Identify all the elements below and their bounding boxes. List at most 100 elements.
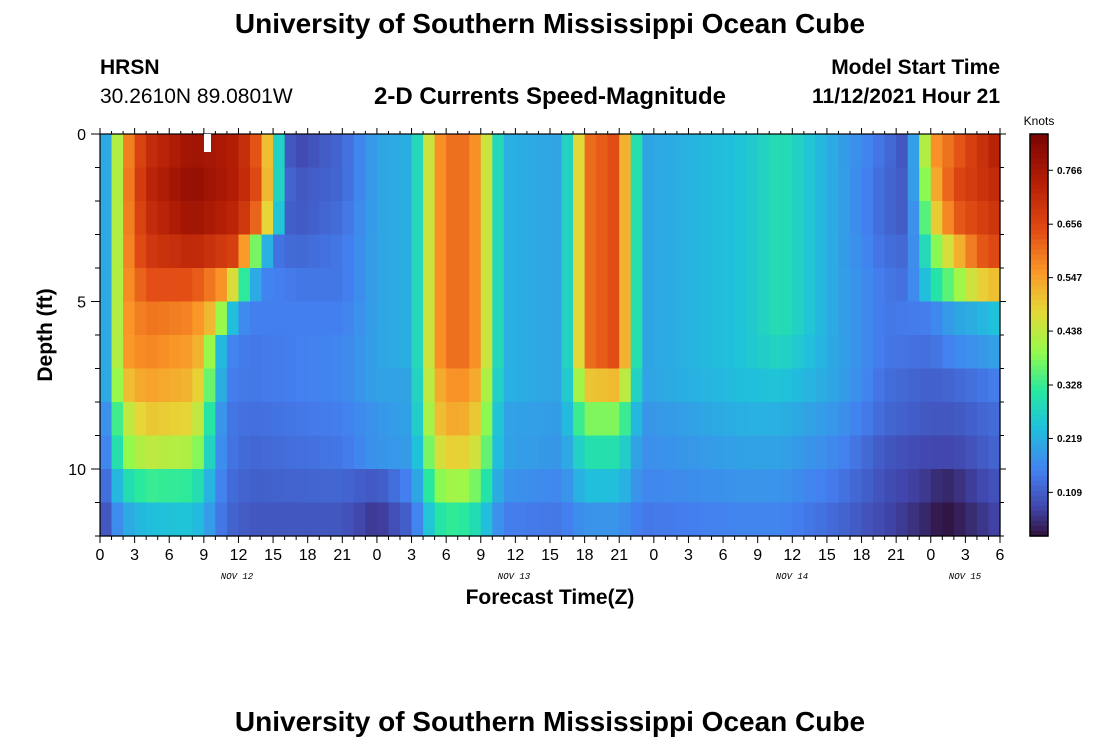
x-tick-label: 3 (961, 547, 970, 564)
heatmap-cell (400, 268, 413, 303)
heatmap-cell (930, 502, 943, 537)
heatmap-cell (146, 268, 159, 303)
heatmap-cell (573, 268, 586, 303)
heatmap-cell (930, 368, 943, 403)
heatmap-cell (930, 134, 943, 169)
heatmap-cell (815, 134, 828, 169)
x-tick-label: 3 (684, 547, 693, 564)
heatmap-cell (907, 301, 920, 336)
heatmap-cell (676, 201, 690, 236)
heatmap-cell (734, 201, 747, 236)
x-tick-label: 6 (719, 547, 728, 564)
heatmap-cell (192, 301, 205, 336)
heatmap-cell (919, 268, 932, 303)
heatmap-cell (884, 469, 897, 504)
heatmap-cell (526, 469, 540, 504)
heatmap-cell (480, 335, 493, 370)
heatmap-cell (492, 502, 505, 537)
heatmap-cell (111, 167, 124, 202)
heatmap-cell (400, 469, 413, 504)
chart-axes: 0 5 10 Depth (ft) 0 3 6 9 12 15 18 21 0 3 6 9 12 15 18 21 0 3… (34, 127, 1006, 609)
heatmap-cell (123, 335, 136, 370)
heatmap-cell (700, 201, 713, 236)
heatmap-cell (296, 335, 309, 370)
heatmap-cell (919, 335, 932, 370)
heatmap-cell (596, 368, 609, 403)
heatmap-cell (688, 368, 701, 403)
x-tick-label: 18 (576, 547, 594, 564)
heatmap-cell (700, 402, 713, 437)
heatmap-cell (953, 134, 966, 169)
heatmap-cell (134, 167, 147, 202)
heatmap-cell (492, 268, 505, 303)
model-start-label: Model Start Time (831, 56, 1000, 79)
x-tick-label: 21 (887, 547, 905, 564)
heatmap-cell (596, 201, 609, 236)
heatmap-cell (157, 201, 170, 236)
heatmap-cell (988, 134, 1001, 169)
heatmap-cell (192, 234, 205, 269)
heatmap-cell (400, 435, 413, 470)
heatmap-cell (792, 335, 805, 370)
heatmap-cell (319, 435, 332, 470)
heatmap-cell (884, 134, 897, 169)
heatmap-cell (746, 201, 759, 236)
heatmap-cell (503, 502, 516, 537)
heatmap-cell (446, 435, 459, 470)
heatmap-cell (169, 469, 182, 504)
colorbar-segment (1030, 375, 1048, 381)
heatmap-cell (492, 201, 505, 236)
heatmap-cell (976, 335, 990, 370)
colorbar-segment (1030, 430, 1048, 437)
colorbar-segment (1030, 380, 1048, 386)
heatmap-cell (273, 201, 286, 236)
heatmap-cell (596, 134, 609, 169)
heatmap-cell (896, 234, 909, 269)
heatmap-cell (169, 167, 182, 202)
heatmap-cell (342, 368, 355, 403)
heatmap-cell (965, 435, 978, 470)
heatmap-cell (965, 335, 978, 370)
colorbar-segment (1030, 319, 1048, 326)
heatmap-cell (965, 268, 978, 303)
heatmap-cell (538, 435, 551, 470)
heatmap-cell (400, 234, 413, 269)
colorbar-segment (1030, 475, 1048, 482)
heatmap-cell (365, 335, 378, 370)
heatmap-cell (630, 268, 643, 303)
heatmap-cell (146, 502, 159, 537)
heatmap-cell (561, 368, 574, 403)
heatmap-cell (146, 469, 159, 504)
heatmap-cell (446, 301, 459, 336)
heatmap-cell (665, 335, 678, 370)
heatmap-cell (630, 435, 643, 470)
heatmap-cell (307, 201, 320, 236)
heatmap-cell (780, 167, 793, 202)
heatmap-cell (538, 335, 551, 370)
heatmap-cell (273, 502, 286, 537)
colorbar-segment (1030, 219, 1048, 226)
heatmap-cell (780, 368, 793, 403)
heatmap-cell (711, 435, 724, 470)
heatmap-cell (653, 268, 666, 303)
heatmap-cell (630, 201, 643, 236)
colorbar-segment (1030, 284, 1048, 291)
heatmap-cell (907, 469, 920, 504)
x-tick-label: 9 (476, 547, 485, 564)
heatmap-cell (792, 469, 805, 504)
heatmap-cell (688, 435, 701, 470)
heatmap-cell (861, 502, 874, 537)
heatmap-cell (792, 368, 805, 403)
heatmap-cell (111, 268, 124, 303)
heatmap-cell (423, 435, 436, 470)
heatmap-cell (792, 201, 805, 236)
x-tick-label: 21 (333, 547, 351, 564)
heatmap-cell (953, 335, 966, 370)
heatmap-cell (826, 301, 840, 336)
colorbar-segment (1030, 324, 1048, 331)
heatmap-cell (676, 301, 690, 336)
heatmap-cell (411, 134, 424, 169)
heatmap-cell (607, 335, 620, 370)
colorbar-segment (1030, 139, 1048, 145)
heatmap-cell (226, 469, 240, 504)
